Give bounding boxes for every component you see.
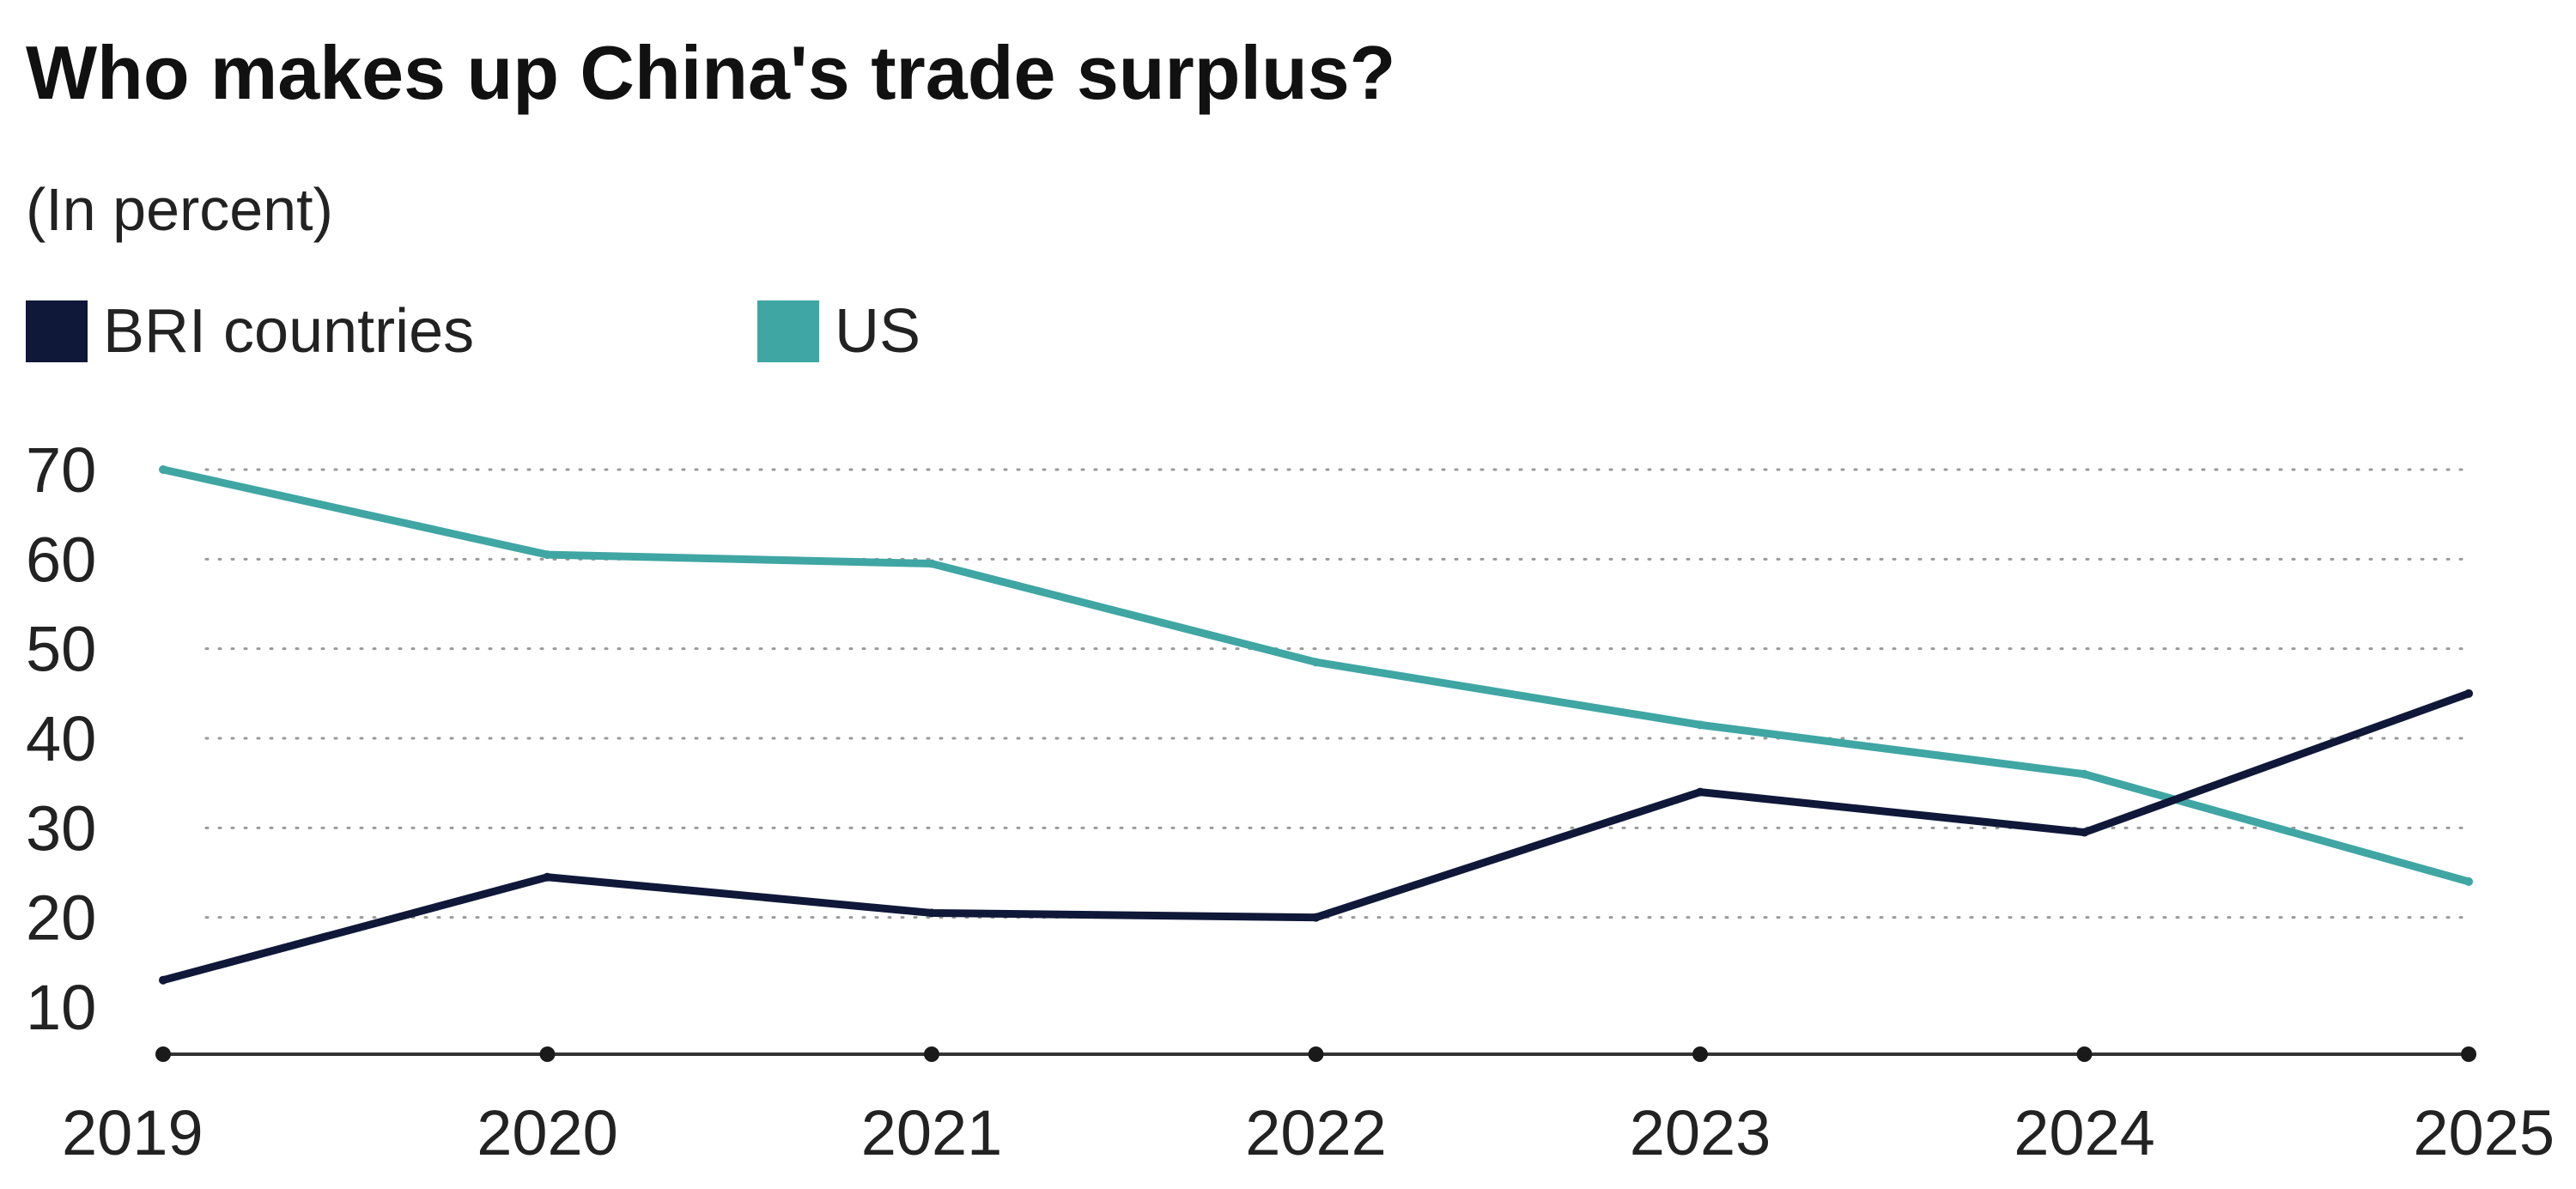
- data-point-bri-countries: [1696, 787, 1704, 797]
- x-tick-mark: [2076, 1046, 2093, 1062]
- x-tick-mark: [539, 1046, 556, 1062]
- legend: BRI countries US: [26, 297, 920, 366]
- x-tick-label: 2023: [1630, 1097, 1771, 1168]
- y-tick-label: 10: [26, 972, 96, 1043]
- y-tick-label: 70: [26, 434, 96, 506]
- y-tick-label: 30: [26, 792, 96, 864]
- data-point-us: [1696, 720, 1704, 730]
- x-tick-label: 2022: [1245, 1097, 1387, 1168]
- x-tick-label: 2020: [477, 1097, 618, 1168]
- legend-label: BRI countries: [103, 297, 474, 366]
- data-point-us: [2464, 877, 2473, 886]
- chart-title: Who makes up China's trade surplus?: [26, 30, 1395, 115]
- x-tick-mark: [924, 1046, 939, 1062]
- data-point-bri-countries: [2080, 828, 2089, 837]
- legend-swatch: [757, 300, 819, 362]
- y-axis: 10 20 30 40 50 60 70: [26, 434, 96, 1043]
- series-lines: [159, 465, 2473, 985]
- data-point-us: [2080, 769, 2089, 779]
- data-point-us: [1311, 658, 1321, 667]
- legend-label: US: [835, 297, 920, 366]
- x-tick-mark: [2461, 1046, 2476, 1062]
- series-line-bri-countries: [161, 689, 2470, 985]
- data-point-us: [543, 550, 552, 560]
- y-tick-label: 60: [26, 524, 96, 595]
- x-axis: 2019 2020 2021 2022 2023 2024 2025: [62, 1046, 2555, 1168]
- x-tick-label: 2019: [62, 1097, 204, 1168]
- data-point-us: [927, 559, 936, 568]
- data-point-bri-countries: [543, 872, 552, 882]
- gridlines: [204, 468, 2470, 919]
- data-point-bri-countries: [159, 975, 167, 985]
- x-tick-mark: [155, 1046, 171, 1062]
- x-tick-mark: [1308, 1046, 1324, 1062]
- legend-swatch: [26, 300, 88, 362]
- x-tick-label: 2024: [2014, 1097, 2155, 1168]
- data-point-us: [159, 465, 167, 474]
- chart-subtitle: (In percent): [26, 176, 333, 243]
- y-tick-label: 20: [26, 883, 96, 954]
- data-point-bri-countries: [2464, 689, 2473, 698]
- x-tick-mark: [1692, 1046, 1708, 1062]
- data-point-bri-countries: [927, 908, 936, 918]
- y-tick-label: 40: [26, 703, 96, 774]
- y-tick-label: 50: [26, 614, 96, 685]
- data-point-bri-countries: [1311, 913, 1321, 922]
- x-tick-label: 2021: [861, 1097, 1003, 1168]
- x-tick-label: 2025: [2413, 1097, 2555, 1168]
